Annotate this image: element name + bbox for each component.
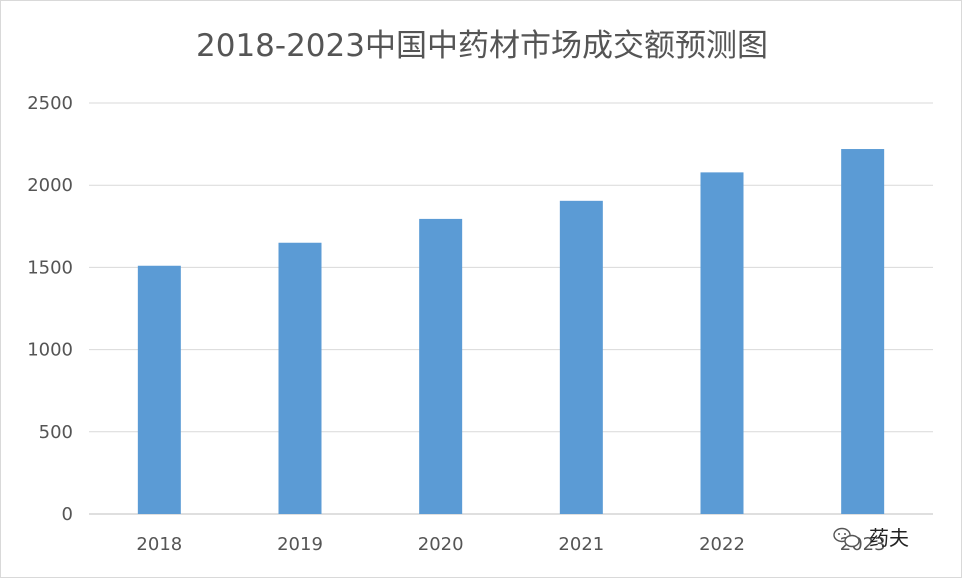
grid-layer xyxy=(89,102,933,515)
watermark: 药夫 xyxy=(833,526,909,550)
y-tick-label: 0 xyxy=(62,504,73,525)
bar-2020 xyxy=(419,218,463,515)
x-tick-label: 2018 xyxy=(136,534,182,555)
bar-layer xyxy=(137,149,885,515)
bar-2021 xyxy=(559,200,603,514)
y-tick-label: 2500 xyxy=(27,93,73,114)
x-tick-label: 2021 xyxy=(558,534,604,555)
x-axis-ticks: 2018 2019 2020 2021 2022 2023 xyxy=(136,534,885,555)
y-tick-label: 1500 xyxy=(27,257,73,278)
bar-2022 xyxy=(700,172,744,514)
bar-2019 xyxy=(278,242,322,515)
y-tick-label: 2000 xyxy=(27,175,73,196)
bar-2018 xyxy=(137,265,181,514)
wechat-icon xyxy=(833,527,860,548)
y-tick-label: 500 xyxy=(39,422,73,443)
x-tick-label: 2020 xyxy=(418,534,464,555)
x-tick-label: 2019 xyxy=(277,534,323,555)
chart-title: 2018-2023中国中药材市场成交额预测图 xyxy=(196,28,768,64)
watermark-text: 药夫 xyxy=(869,526,909,550)
x-tick-label: 2022 xyxy=(699,534,745,555)
y-tick-label: 1000 xyxy=(27,340,73,361)
y-axis-ticks: 0 500 1000 1500 2000 2500 xyxy=(27,93,73,525)
bar-2023 xyxy=(841,149,885,515)
